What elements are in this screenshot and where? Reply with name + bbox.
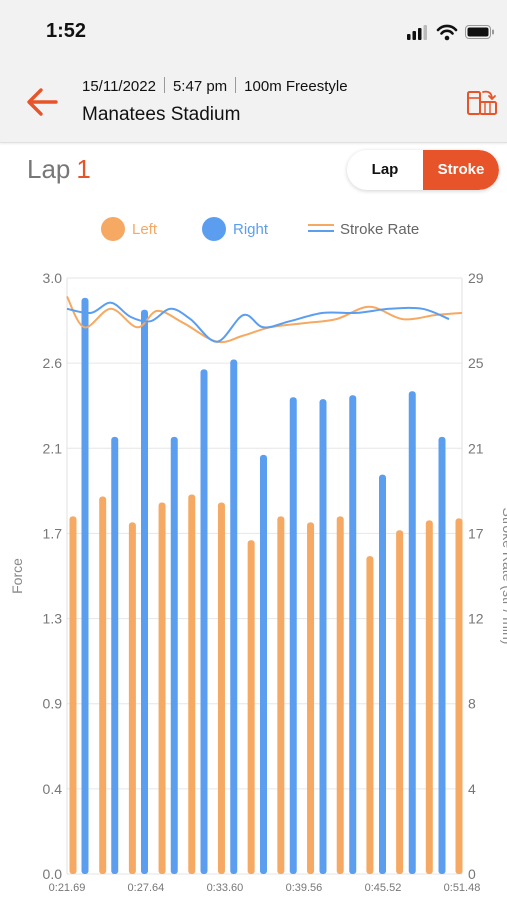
x-tick-label: 0:45.52 <box>365 882 402 894</box>
y-tick-label: 0.4 <box>43 781 63 797</box>
y-tick-label: 3.0 <box>43 270 63 286</box>
x-tick-label: 0:39.56 <box>286 882 323 894</box>
legend-left-label: Left <box>132 221 158 238</box>
left-force-bar <box>69 516 77 874</box>
y-tick-label: 0.0 <box>43 866 63 882</box>
x-tick-label: 0:21.69 <box>49 882 86 894</box>
session-date: 15/11/2022 <box>82 78 156 95</box>
stroke-rate-lines <box>66 296 463 344</box>
right-force-bar <box>379 474 386 874</box>
legend-right-swatch <box>202 217 226 241</box>
y-tick-label: 1.3 <box>43 611 63 627</box>
status-icons <box>407 24 494 41</box>
right-force-bar <box>200 369 208 874</box>
lap-title: Lap 1 <box>27 154 91 185</box>
right-force-bar <box>319 399 327 874</box>
left-force-bar <box>188 494 196 874</box>
y-tick-label: 0.9 <box>43 696 63 712</box>
left-bars <box>69 494 463 874</box>
left-force-bar <box>366 556 374 874</box>
stroke-toggle-button[interactable]: Stroke <box>423 150 499 190</box>
right-force-bar <box>408 391 416 874</box>
y-tick-label: 1.7 <box>43 525 63 541</box>
y2-axis-title: Stroke Rate (str / min) <box>500 508 507 645</box>
export-report-icon[interactable] <box>465 86 499 120</box>
right-force-bar <box>260 454 267 874</box>
session-header: 15/11/2022 5:47 pm 100m Freestyle Manatees… <box>0 62 507 143</box>
right-force-bar <box>141 309 148 874</box>
venue-name: Manatees Stadium <box>82 104 241 125</box>
lap-toggle-button[interactable]: Lap <box>371 161 399 178</box>
y-tick-label: 2.6 <box>43 355 63 371</box>
y-tick-label: 2.1 <box>43 440 63 456</box>
right-bars <box>81 297 446 874</box>
session-meta: 15/11/2022 5:47 pm 100m Freestyle <box>82 77 348 95</box>
chart-axes: 0.0 0 0.4 4 0.9 8 1.3 12 1.7 17 2.1 21 2.6 25 3.0 29 0:2… <box>9 270 507 894</box>
x-tick-label: 0:33.60 <box>207 882 244 894</box>
stroke-rate-right-line <box>66 301 450 343</box>
left-force-bar <box>336 516 344 874</box>
y2-tick-label: 21 <box>468 440 484 456</box>
right-force-bar <box>438 436 446 874</box>
legend-left-swatch <box>101 217 125 241</box>
x-tick-label: 0:51.48 <box>444 882 481 894</box>
stroke-rate-left-line <box>66 296 463 344</box>
y2-tick-label: 0 <box>468 866 476 882</box>
status-bar: 1:52 <box>0 0 507 62</box>
session-time: 5:47 pm <box>172 78 228 95</box>
right-force-bar <box>170 436 178 874</box>
back-arrow-icon[interactable] <box>22 82 62 122</box>
legend-right-label: Right <box>233 221 269 238</box>
status-time: 1:52 <box>46 20 87 42</box>
left-force-bar <box>396 530 404 874</box>
left-force-bar <box>277 516 285 874</box>
session-event: 100m Freestyle <box>244 78 348 95</box>
left-force-bar <box>128 522 136 874</box>
force-stroke-chart: Left Right Stroke Rate 0.0 0 0.4 4 0.9 8 1.3 12 1.… <box>9 217 507 894</box>
right-force-bar <box>349 395 357 874</box>
x-tick-label: 0:27.64 <box>128 882 165 894</box>
left-force-bar <box>455 518 463 874</box>
left-force-bar <box>425 520 433 874</box>
battery-icon <box>465 25 494 39</box>
left-force-bar <box>307 522 315 874</box>
view-toggle: Lap Stroke <box>347 150 499 190</box>
left-force-bar <box>247 540 255 874</box>
y-axis-title: Force <box>9 558 25 594</box>
left-force-bar <box>158 502 166 874</box>
chart-legend: Left Right Stroke Rate <box>101 217 419 241</box>
y2-tick-label: 4 <box>468 781 476 797</box>
right-force-bar <box>230 359 238 874</box>
signal-icon <box>407 25 427 40</box>
wifi-icon <box>436 24 458 41</box>
lap-number: 1 <box>76 154 91 184</box>
right-force-bar <box>289 397 297 874</box>
legend-stroke-rate-label: Stroke Rate <box>340 221 419 238</box>
y2-tick-label: 29 <box>468 270 484 286</box>
right-force-bar <box>81 297 89 874</box>
left-force-bar <box>99 496 107 874</box>
left-force-bar <box>217 502 225 874</box>
y2-tick-label: 17 <box>468 525 484 541</box>
lap-label: Lap <box>27 154 71 184</box>
y2-tick-label: 8 <box>468 696 476 712</box>
y2-tick-label: 12 <box>468 611 484 627</box>
right-force-bar <box>111 436 119 874</box>
y2-tick-label: 25 <box>468 355 484 371</box>
